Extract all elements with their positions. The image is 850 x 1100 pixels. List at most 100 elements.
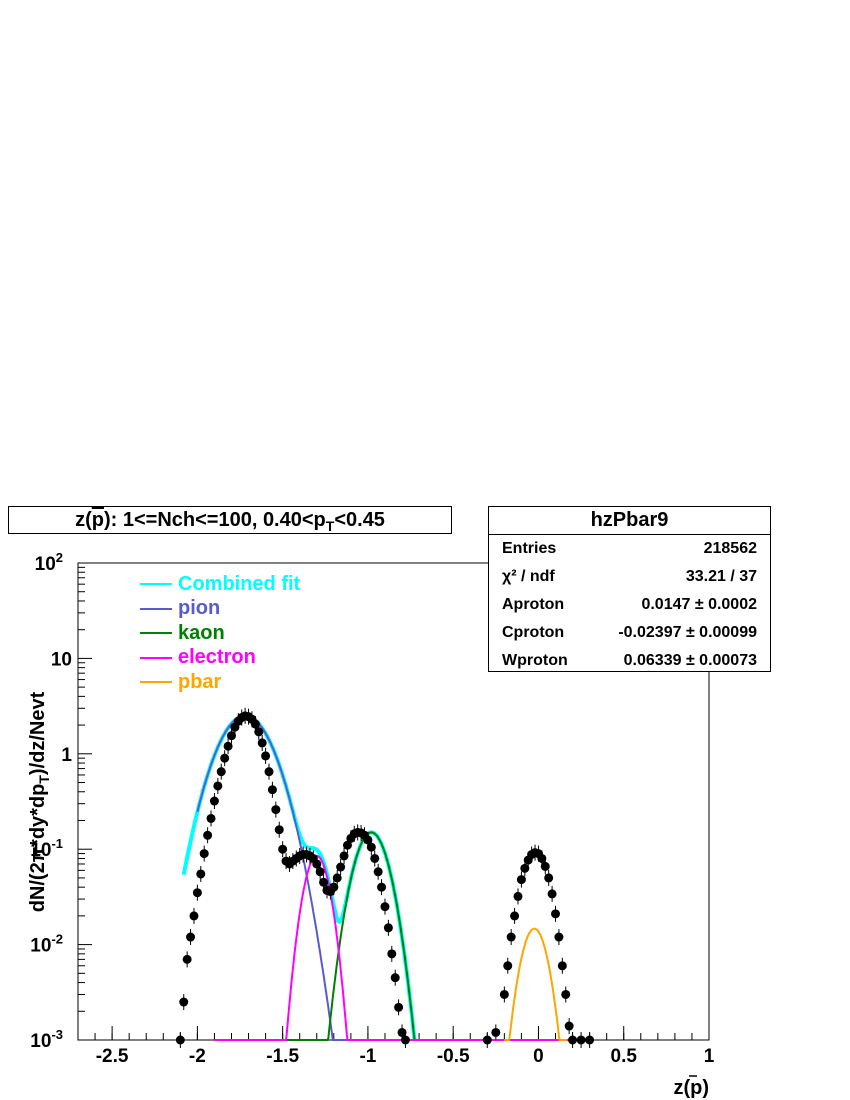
x-tick-label: -1.5 [266,1046,299,1067]
data-point [380,902,390,912]
legend: Combined fit pion kaon electron pbar [140,572,300,695]
data-point [250,719,260,729]
data-point [332,873,342,883]
x-tick-label: 0.5 [611,1046,638,1067]
y-tick-label: 1 [61,745,72,766]
data-point [400,1035,410,1045]
data-point [196,869,206,879]
x-tick-label: 1 [704,1046,715,1067]
data-point [319,877,329,887]
data-point [383,923,393,933]
data-point [278,844,288,854]
data-point [513,891,523,901]
data-point [209,796,219,806]
data-point [192,888,202,898]
data-point [544,873,554,883]
x-tick-label: -0.5 [437,1046,470,1067]
data-point [564,1021,574,1031]
data-point [264,767,274,777]
data-point [223,741,233,751]
data-point [510,911,520,921]
chart-title: z(p): 1<=Nch<=100, 0.40<pT<0.45 [8,506,452,534]
data-point [491,1027,501,1037]
data-point [175,1035,185,1045]
data-point [394,1002,404,1012]
data-point [274,825,284,835]
data-point [213,781,223,791]
data-point [540,861,550,871]
data-point [203,830,213,840]
data-point [554,932,564,942]
y-tick-label: 10-3 [30,1027,63,1052]
data-point [377,882,387,892]
data-point [516,875,526,885]
data-point [520,863,530,873]
data-point [220,753,230,763]
y-tick-label: 10-2 [30,932,63,957]
legend-item-electron: electron [140,646,300,671]
data-point [503,961,513,971]
data-point [216,767,226,777]
legend-item-kaon: kaon [140,621,300,646]
data-point [199,849,209,859]
data-point [370,853,380,863]
data-point [329,882,339,892]
data-point [482,1035,492,1045]
data-point [336,862,346,872]
y-axis-label: dN/(2π*dy*dpT)/dz/Nevt [27,691,52,912]
data-point [576,1035,586,1045]
x-tick-label: -2 [189,1046,206,1067]
x-tick-label: 0 [533,1046,544,1067]
data-point [182,954,192,964]
data-point [189,911,199,921]
data-point [397,1027,407,1037]
data-point [373,867,383,877]
data-point [363,835,373,845]
data-point [557,961,567,971]
data-point [390,973,400,983]
data-point [387,949,397,959]
stats-box: hzPbar9 Entries 218562 χ² / ndf 33.21 / 37… [488,506,771,672]
data-point [561,989,571,999]
fit-curves [181,713,589,1041]
y-tick-label: 10 [51,649,72,670]
data-point [254,727,264,737]
legend-item-pion: pion [140,597,300,622]
stats-row: Entries 218562 [502,540,757,557]
data-point [547,889,557,899]
x-tick-label: -2.5 [96,1046,129,1067]
data-point [206,813,216,823]
tick-labels: -2.5 -2 -1.5 -1 -0.5 0 0.5 1 10-3 10-2 10-1 1 10 102 [30,550,714,1067]
data-point [506,932,516,942]
data-point [261,751,271,761]
data-point [315,867,325,877]
data-point [537,853,547,863]
data-point [568,1035,578,1045]
stats-title: hzPbar9 [489,507,770,535]
stats-row: χ² / ndf 33.21 / 37 [502,568,757,585]
pbar-fit-curve [504,927,568,1041]
data-points [175,707,595,1048]
data-point [366,842,376,852]
data-point [499,989,509,999]
data-point [226,731,236,741]
data-point [551,909,561,919]
stats-row: Cproton -0.02397 ± 0.00099 [502,624,757,641]
y-tick-label: 102 [35,550,63,575]
x-tick-label: -1 [359,1046,376,1067]
data-point [342,840,352,850]
combined-fit-curve [181,713,417,1041]
data-point [257,738,267,748]
data-point [179,997,189,1007]
legend-item-combined: Combined fit [140,572,300,597]
x-axis-label: z(p) [673,1077,709,1099]
stats-row: Wproton 0.06339 ± 0.00073 [502,652,757,669]
data-point [271,805,281,815]
data-point [339,851,349,861]
data-point [267,785,277,795]
y-tick-label: 10-1 [30,836,63,861]
data-point [312,859,322,869]
data-point [186,932,196,942]
data-point [585,1035,595,1045]
